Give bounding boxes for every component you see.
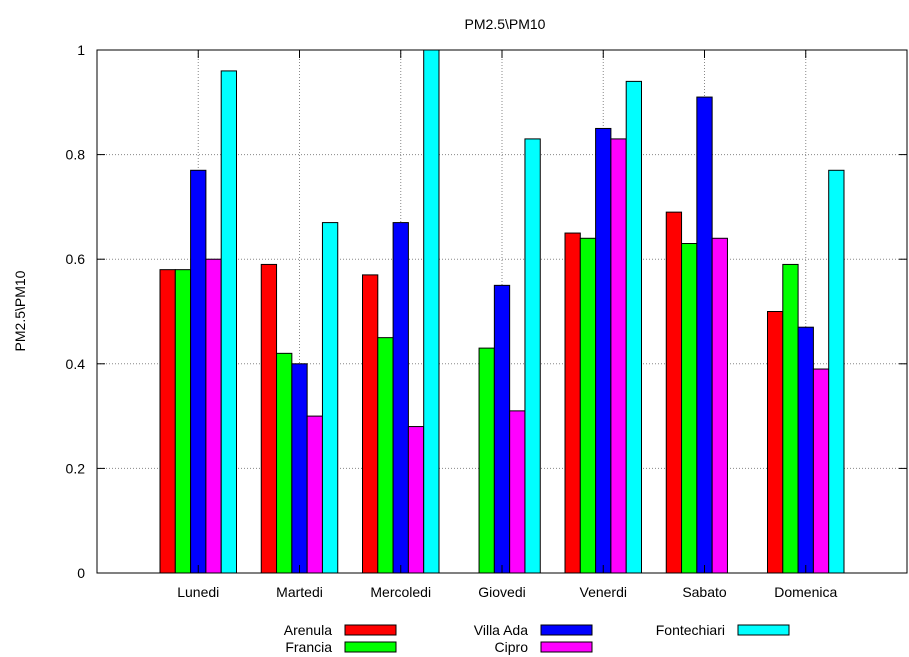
x-tick-label: Venerdi [580, 584, 627, 600]
y-axis-ticks: 0 0.2 0.4 0.6 0.8 1 [66, 42, 907, 581]
x-tick-label: Mercoledi [370, 584, 431, 600]
bar-fontechiari [220, 70, 237, 574]
bar-francia [681, 243, 698, 574]
y-tick-label: 0.4 [66, 356, 86, 372]
x-tick-label: Martedi [276, 584, 323, 600]
bar-villa-ada [190, 169, 207, 574]
x-tick-label: Lunedi [177, 584, 219, 600]
legend-swatch [737, 624, 790, 636]
bar-villa-ada [493, 284, 511, 574]
legend-label: Francia [285, 639, 332, 655]
bar-fontechiari [625, 80, 643, 574]
legend-label: Cipro [495, 639, 529, 655]
bar-fontechiari [524, 138, 541, 574]
bar-arenula [362, 274, 379, 574]
bar-cipro [812, 368, 830, 574]
bar-villa-ada [595, 127, 612, 574]
x-tick-label: Sabato [682, 584, 727, 600]
bar-villa-ada [696, 96, 713, 574]
legend-label: Fontechiari [656, 622, 725, 638]
bar-arenula [767, 311, 784, 574]
bar-villa-ada [392, 222, 409, 574]
bar-cipro [610, 138, 627, 574]
bar-arenula [260, 263, 278, 574]
legend-item-cipro: Cipro [495, 639, 593, 655]
bar-cipro [711, 237, 728, 574]
x-axis-ticks: Lunedi Martedi Mercoledi Giovedi Venerdi Saba… [177, 50, 837, 600]
bar-cipro [205, 258, 222, 574]
y-tick-label: 0.2 [66, 460, 86, 476]
bar-arenula [159, 269, 176, 574]
bar-francia [174, 269, 192, 574]
legend-item-fontechiari: Fontechiari [656, 622, 790, 638]
bar-francia [377, 337, 394, 574]
bar-francia [276, 352, 293, 574]
legend-item-villa-ada: Villa Ada [474, 622, 593, 638]
legend-swatch [540, 624, 593, 636]
legend-swatch [344, 624, 397, 636]
y-tick-label: 0.6 [66, 251, 86, 267]
legend-swatch [540, 641, 593, 653]
y-axis-label: PM2.5\PM10 [12, 270, 28, 351]
bar-fontechiari [828, 169, 845, 574]
bar-fontechiari [423, 49, 440, 574]
bar-cipro [407, 426, 425, 574]
bar-francia [478, 347, 495, 574]
bar-francia [782, 263, 799, 574]
bar-arenula [564, 232, 581, 574]
bar-fontechiari [321, 222, 339, 574]
legend-item-francia: Francia [285, 639, 397, 655]
legend-item-arenula: Arenula [284, 622, 397, 638]
bar-cipro [306, 415, 323, 574]
y-tick-label: 0 [77, 565, 85, 581]
bar-arenula [665, 211, 683, 574]
legend-label: Villa Ada [474, 622, 528, 638]
y-tick-label: 1 [77, 42, 85, 58]
bar-francia [579, 237, 597, 574]
y-tick-label: 0.8 [66, 147, 86, 163]
x-tick-label: Giovedi [478, 584, 525, 600]
x-tick-label: Domenica [774, 584, 837, 600]
bar-cipro [509, 410, 526, 574]
chart-title: PM2.5\PM10 [465, 16, 546, 32]
bar-villa-ada [291, 363, 308, 574]
legend-label: Arenula [284, 622, 332, 638]
bar-villa-ada [797, 326, 814, 574]
legend-swatch [344, 641, 397, 653]
